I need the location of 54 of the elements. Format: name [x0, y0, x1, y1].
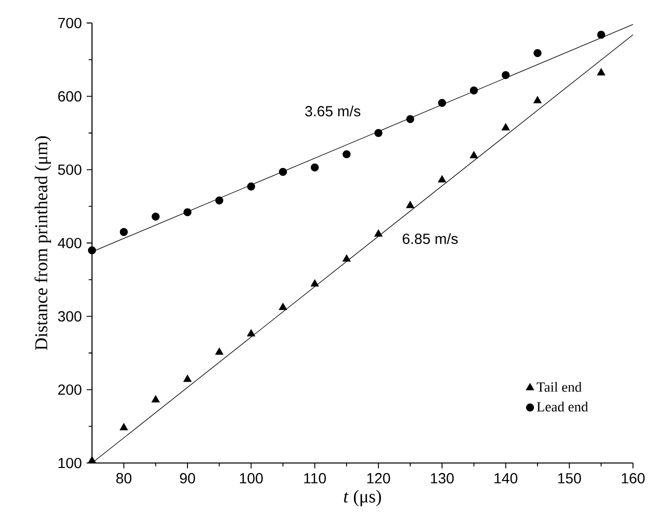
- x-tick-label: 80: [116, 473, 132, 484]
- point: [278, 302, 288, 310]
- point: [470, 86, 478, 94]
- legend-label: Tail end: [536, 382, 582, 392]
- point: [88, 456, 96, 464]
- point: [374, 129, 382, 138]
- y-axis-title: Distance from printhead (μm): [34, 136, 51, 350]
- point: [406, 115, 414, 124]
- point: [183, 374, 192, 382]
- point: [342, 254, 351, 262]
- point: [310, 279, 319, 287]
- point: [438, 98, 446, 107]
- point: [597, 68, 606, 76]
- point: [533, 96, 542, 104]
- point: [534, 49, 542, 58]
- y-tick-label: 300: [58, 311, 82, 322]
- y-tick-label: 100: [58, 458, 82, 468]
- point: [247, 182, 256, 191]
- point: [310, 163, 319, 172]
- point: [215, 348, 224, 355]
- x-tick-label: 150: [558, 473, 581, 484]
- x-tick-label: 130: [430, 473, 454, 484]
- y-tick-label: 700: [58, 18, 82, 28]
- point: [88, 246, 96, 254]
- y-tick-label: 600: [58, 91, 82, 102]
- point: [374, 230, 382, 237]
- point: [502, 71, 510, 80]
- x-tick-label: 140: [494, 473, 518, 484]
- legend-label: Lead end: [536, 402, 588, 412]
- point: [278, 168, 287, 176]
- annotation: 3.65 m/s: [305, 106, 360, 116]
- x-tick-label: 160: [622, 473, 645, 484]
- point: [152, 395, 160, 402]
- point: [438, 175, 446, 182]
- annotation: 6.85 m/s: [402, 233, 458, 244]
- point: [470, 151, 478, 158]
- point: [183, 208, 192, 216]
- y-tick-label: 500: [58, 164, 82, 175]
- y-tick-label: 200: [58, 384, 82, 395]
- x-tick-label: 100: [240, 473, 263, 484]
- x-tick-label: 90: [180, 473, 196, 484]
- point: [597, 30, 606, 39]
- point: [247, 329, 256, 336]
- y-tick-label: 400: [58, 238, 82, 248]
- point: [152, 212, 160, 221]
- point: [342, 150, 351, 158]
- x-tick-label: 110: [304, 473, 326, 484]
- point: [502, 123, 510, 130]
- point: [406, 200, 414, 208]
- point: [215, 196, 224, 204]
- point: [120, 423, 128, 430]
- point: [120, 228, 128, 236]
- x-axis-title: t (μs): [344, 490, 381, 506]
- x-tick-label: 120: [367, 473, 390, 484]
